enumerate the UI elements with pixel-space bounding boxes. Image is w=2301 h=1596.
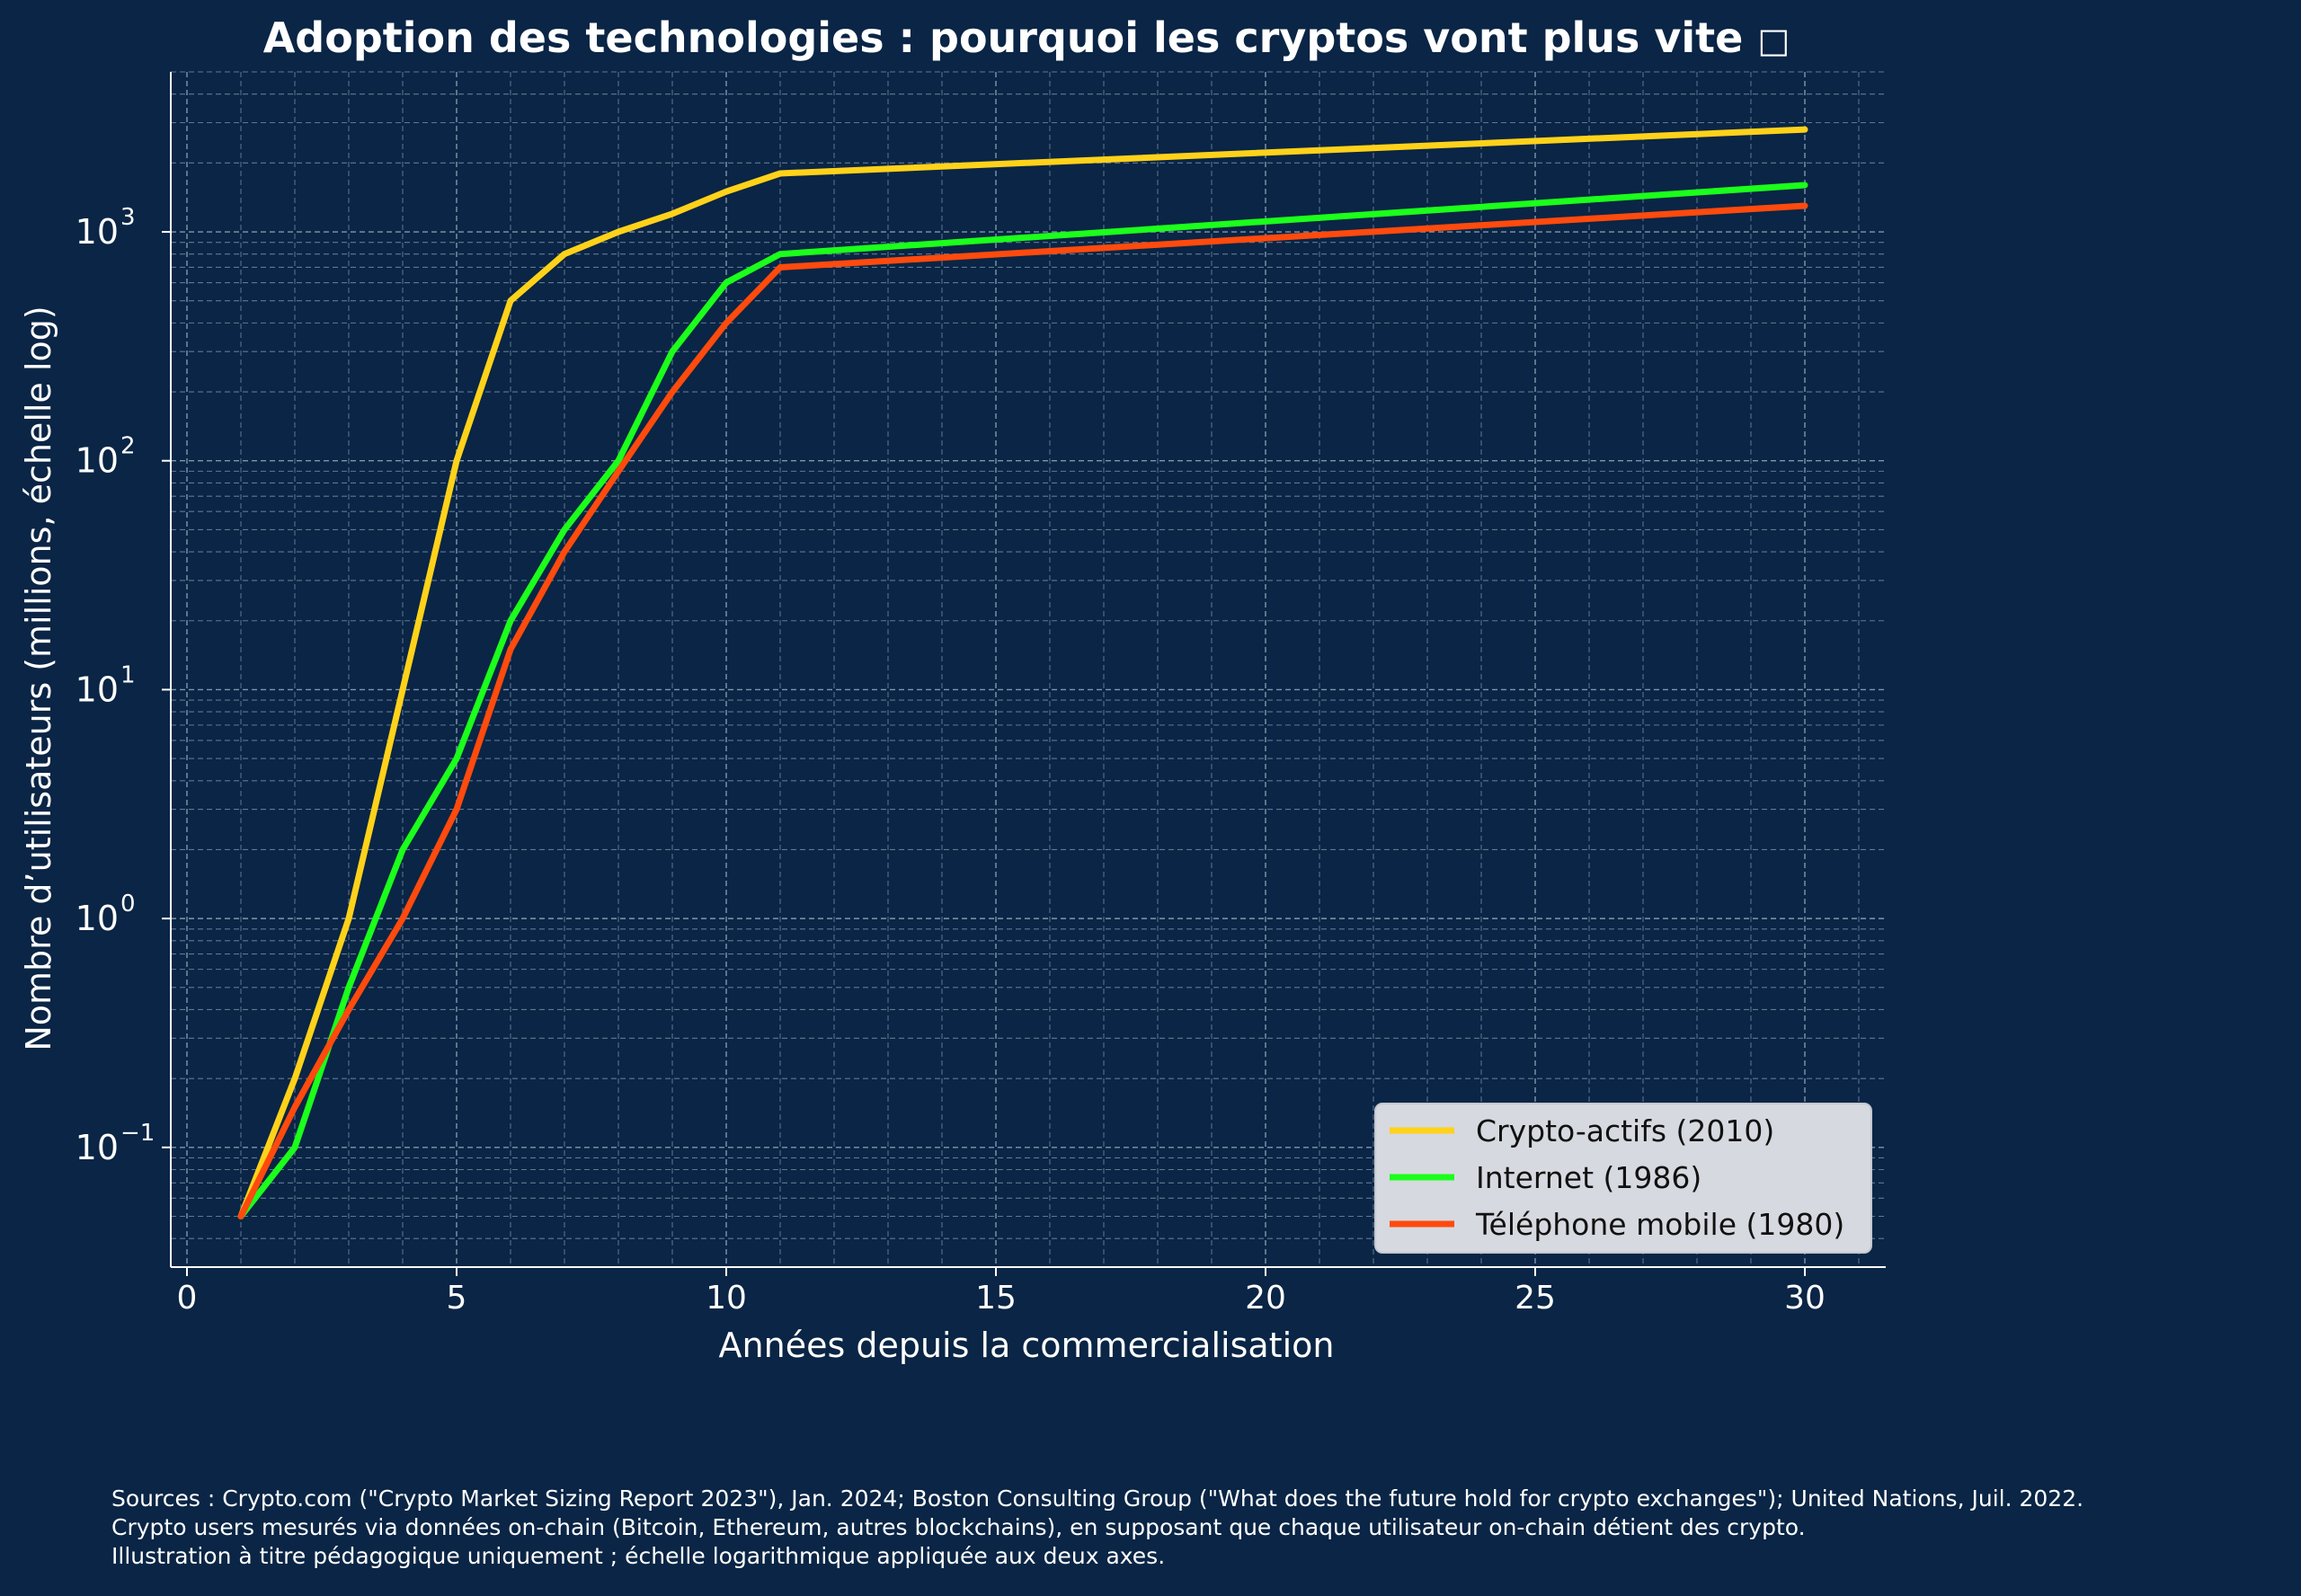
x-axis-label: Années depuis la commercialisation	[719, 1326, 1335, 1365]
series-line-1	[237, 182, 1808, 1219]
y-tick-label: 10	[76, 1128, 119, 1167]
legend: Crypto-actifs (2010) Internet (1986) Télép…	[1374, 1103, 1872, 1254]
y-tick-exponent: −1	[120, 1120, 155, 1147]
legend-label-1: Internet (1986)	[1476, 1160, 1701, 1195]
y-tick-label: 10	[76, 441, 119, 481]
y-tick-exponent: 0	[120, 891, 136, 918]
chart-title-text: Adoption des technologies : pourquoi les…	[263, 13, 1744, 62]
y-tick-exponent: 1	[120, 661, 136, 688]
footer-disclaimer: Illustration à titre pédagogique uniquem…	[111, 1543, 1166, 1569]
legend-label-2: Téléphone mobile (1980)	[1475, 1207, 1844, 1242]
x-tick-label: 30	[1784, 1280, 1826, 1317]
footer-notes: Sources : Crypto.com ("Crypto Market Siz…	[111, 1485, 2083, 1571]
y-tick-label: 10	[76, 212, 119, 252]
x-tick-label: 25	[1515, 1280, 1556, 1317]
x-tick-label: 20	[1245, 1280, 1286, 1317]
legend-box	[1374, 1103, 1872, 1254]
series-line-2	[237, 202, 1808, 1219]
y-tick-exponent: 2	[120, 433, 136, 460]
chart-title: Adoption des technologies : pourquoi les…	[263, 13, 1790, 62]
y-tick-exponent: 3	[120, 204, 136, 231]
footer-method: Crypto users mesurés via données on-chai…	[111, 1514, 1806, 1540]
x-tick-label: 10	[706, 1280, 747, 1317]
y-axis-label: Nombre d’utilisateurs (millions, échelle…	[19, 306, 58, 1051]
x-tick-label: 0	[177, 1280, 198, 1317]
x-tick-label: 5	[447, 1280, 467, 1317]
series-line-0	[237, 126, 1808, 1219]
series-lines	[237, 126, 1808, 1219]
legend-label-0: Crypto-actifs (2010)	[1476, 1113, 1774, 1148]
y-tick-label: 10	[76, 669, 119, 709]
footer-sources: Sources : Crypto.com ("Crypto Market Siz…	[111, 1485, 2084, 1512]
title-glyph: □	[1757, 21, 1790, 60]
x-tick-label: 15	[975, 1280, 1017, 1317]
y-tick-label: 10	[76, 899, 119, 938]
